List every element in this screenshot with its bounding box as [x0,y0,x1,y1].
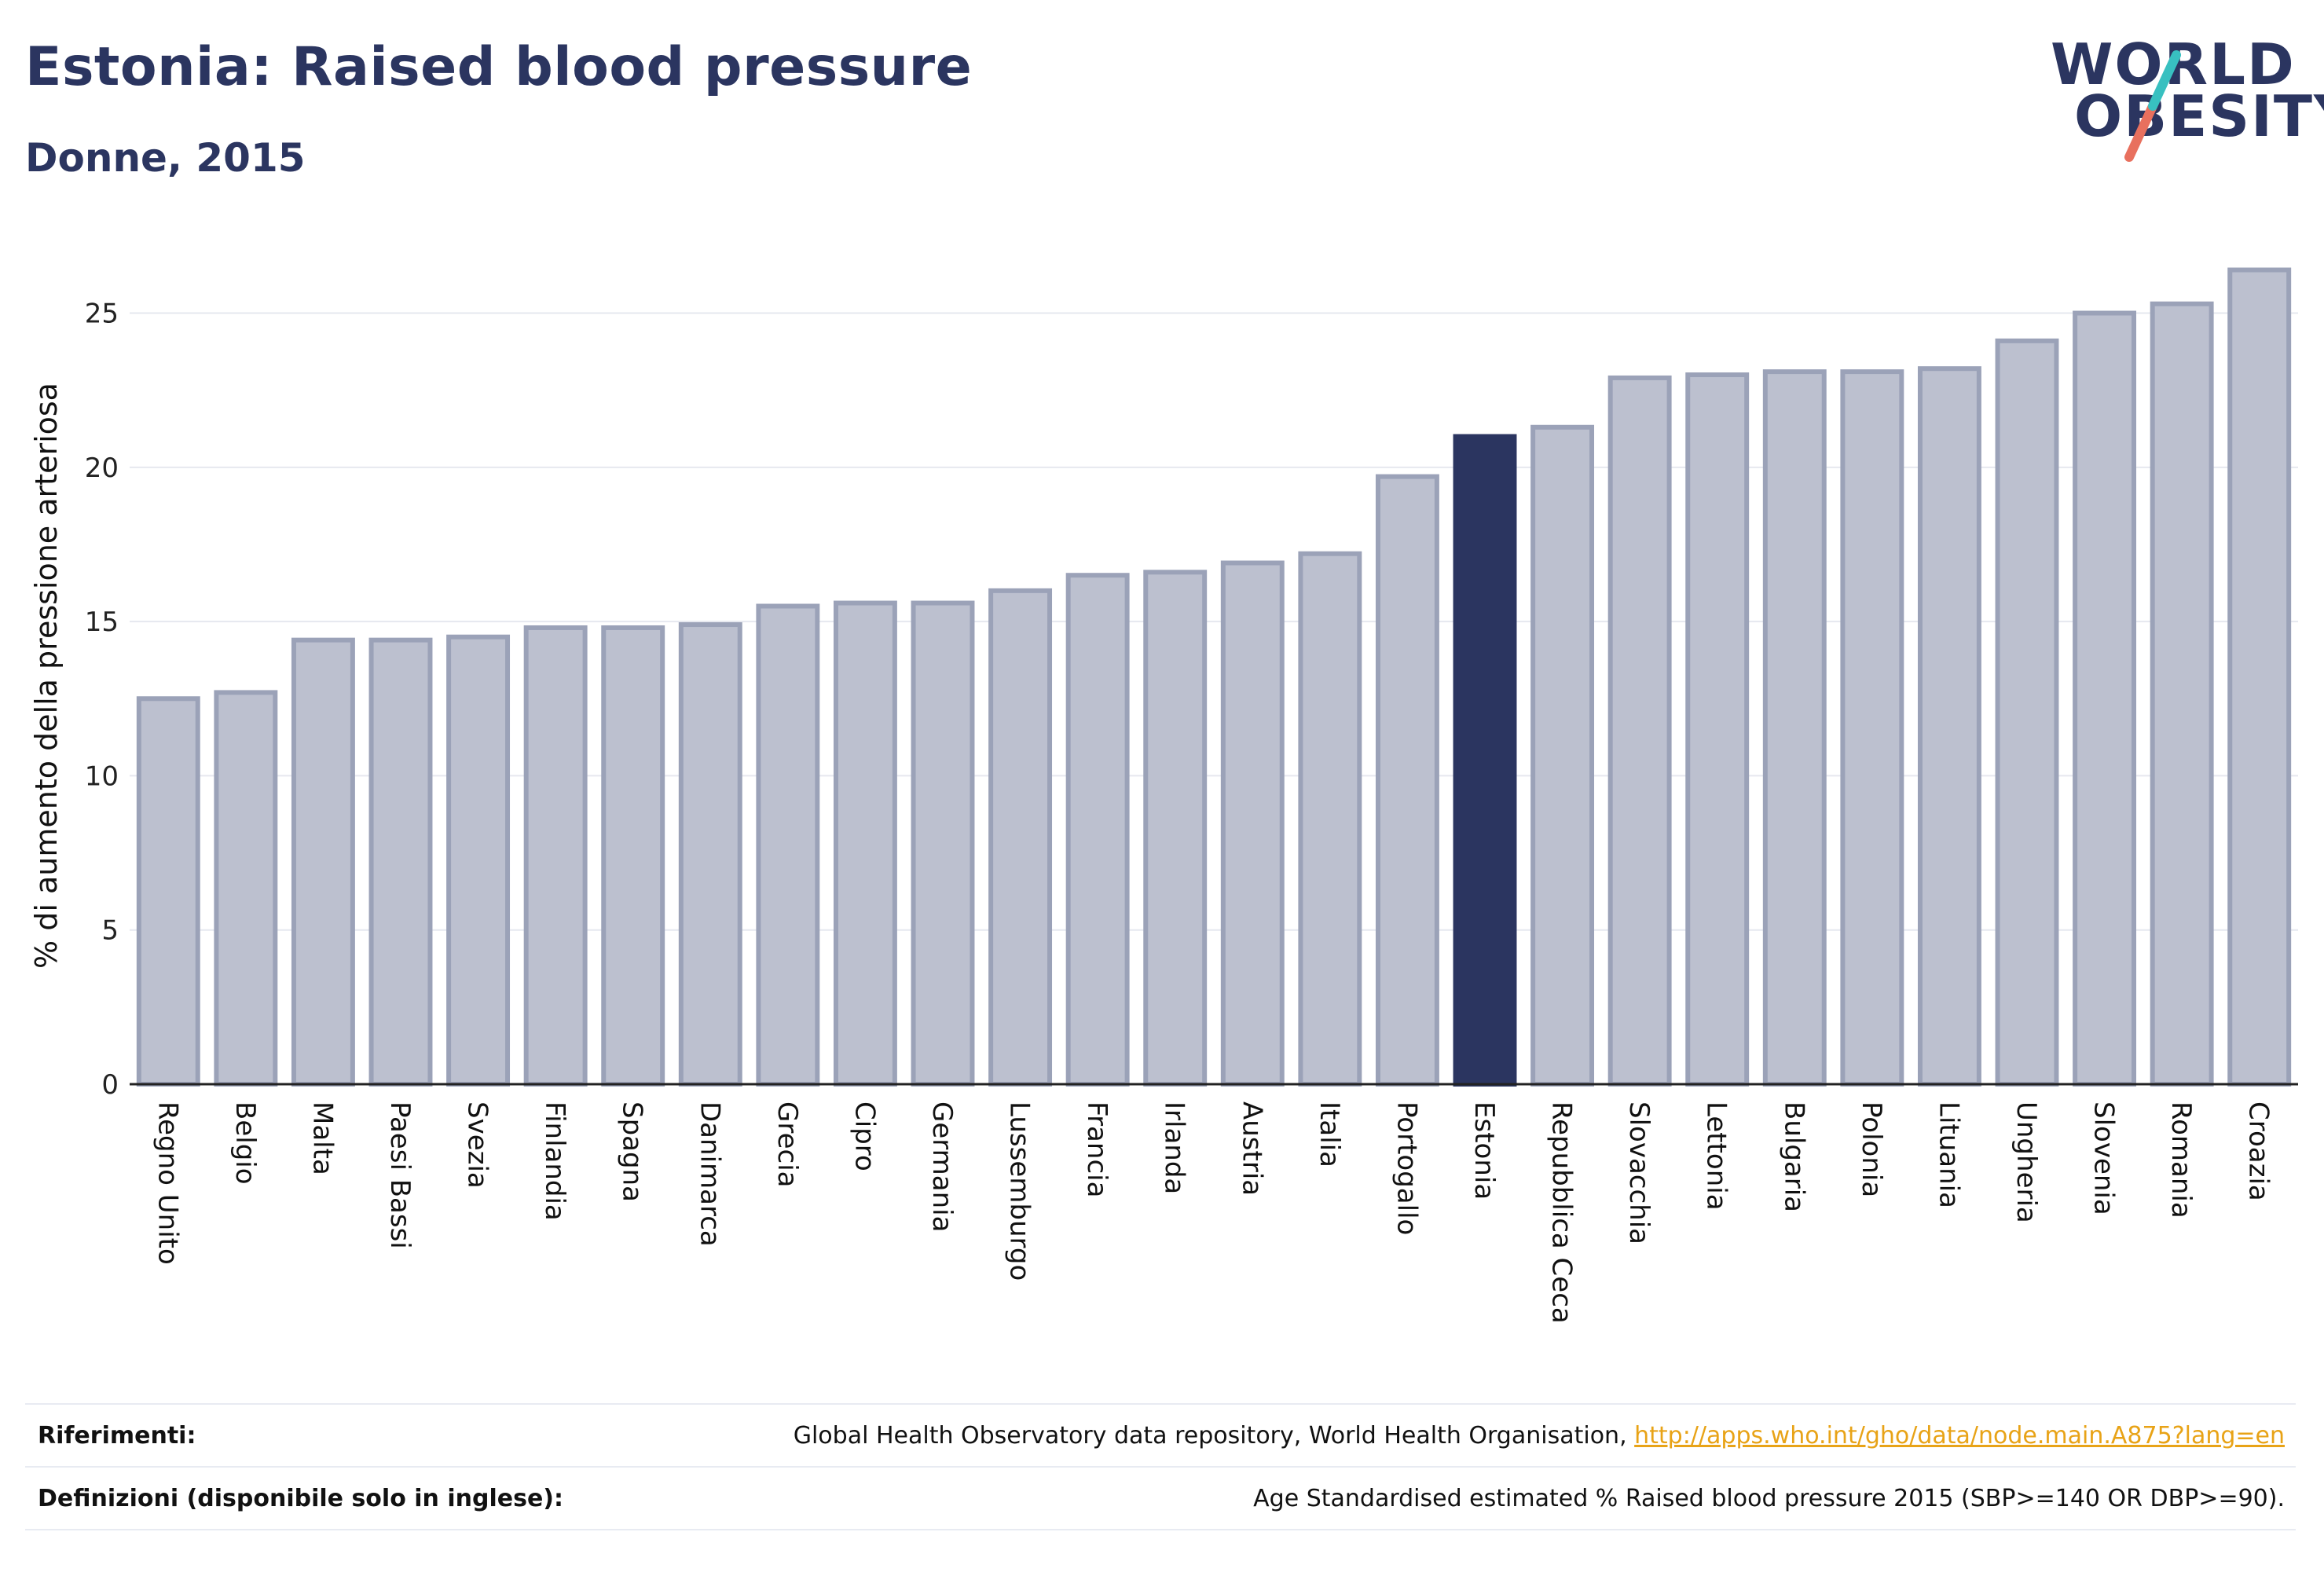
x-tick-label: Irlanda [1159,1101,1190,1194]
bar-croazia [2227,267,2292,1087]
y-tick-label: 0 [101,1069,119,1101]
x-tick-label: Grecia [772,1101,803,1187]
bar-chart: 0 5 10 15 20 25 % di aumento della pressione a… [29,267,2298,1324]
x-tick-label: Lussemburgo [1004,1101,1036,1281]
x-tick-label: Cipro [849,1101,880,1171]
bar-paesi-bassi [368,637,433,1087]
bar-slovenia [2073,310,2137,1087]
bar-grecia [756,603,820,1087]
bar-lettonia [1685,372,1750,1087]
x-tick-label: Paesi Bassi [384,1101,416,1249]
bar-irlanda [1143,570,1208,1087]
x-tick-label: Slovacchia [1623,1101,1655,1244]
bar-lussemburgo [988,588,1053,1087]
x-tick-label: Germania [926,1101,958,1232]
bar-francia [1065,573,1130,1087]
y-tick-label: 10 [85,761,119,792]
x-tick-label: Bulgaria [1778,1101,1809,1212]
x-tick-label: Estonia [1468,1101,1500,1200]
bar-malta [291,637,355,1087]
x-tick-label: Francia [1081,1101,1113,1197]
world-obesity-logo: WORLD OBESITY [2051,31,2324,173]
y-tick-label: 25 [85,299,119,330]
bar-bulgaria [1762,369,1827,1087]
bar-belgio [214,690,278,1087]
references-row: Riferimenti: Global Health Observatory d… [25,1403,2296,1466]
x-tick-label: Repubblica Ceca [1546,1101,1578,1324]
bar-lituania [1917,366,1981,1087]
y-tick-label: 5 [101,915,119,947]
references-value: Global Health Observatory data repositor… [794,1422,2285,1450]
x-tick-label: Romania [2165,1101,2197,1219]
bar-ungheria [1995,338,2059,1087]
references-text: Global Health Observatory data repositor… [793,1422,1635,1450]
chart-title: Estonia: Raised blood pressure [25,36,973,98]
bar-svezia [446,634,511,1087]
x-tick-label: Malta [306,1101,338,1175]
bar-spagna [601,625,665,1087]
definitions-row: Definizioni (disponibile solo in inglese… [25,1466,2296,1530]
x-tick-label: Belgio [229,1101,261,1185]
x-tick-label: Lettonia [1701,1101,1732,1211]
bar-italia [1298,551,1362,1087]
x-tick-label: Austria [1236,1101,1267,1196]
y-axis-label: % di aumento della pressione arteriosa [29,383,64,969]
x-tick-label: Regno Unito [152,1101,183,1265]
x-tick-label: Lituania [1933,1101,1964,1208]
x-tick-label: Finlandia [539,1101,570,1221]
y-tick-label: 15 [85,607,119,638]
chart-subtitle: Donne, 2015 [25,135,306,181]
x-tick-label: Spagna [617,1101,648,1202]
x-tick-label: Portogallo [1391,1101,1422,1235]
bar-regno-unito [136,696,200,1087]
x-tick-label: Danimarca [694,1101,725,1247]
bar-estonia [1453,434,1517,1087]
bar-danimarca [678,622,742,1087]
bar-germania [911,600,975,1087]
references-link[interactable]: http://apps.who.int/gho/data/node.main.A… [1634,1422,2285,1450]
bar-slovacchia [1607,375,1672,1087]
x-tick-label: Slovenia [2088,1101,2120,1215]
definitions-label: Definizioni (disponibile solo in inglese… [38,1485,563,1512]
x-tick-label: Italia [1314,1101,1345,1167]
logo-line2: OBESITY [2074,83,2324,149]
bar-romania [2150,301,2214,1087]
x-tick-label: Svezia [462,1101,493,1189]
bar-repubblica-ceca [1530,424,1595,1087]
definitions-text: Age Standardised estimated % Raised bloo… [1253,1485,2285,1512]
logo-slash-icon [2124,50,2181,162]
x-tick-label: Croazia [2243,1101,2275,1201]
x-tick-label: Polonia [1856,1101,1887,1197]
bar-austria [1220,560,1285,1087]
bar-finlandia [523,625,588,1087]
x-tick-label: Ungheria [2011,1101,2042,1223]
bar-cipro [833,600,897,1087]
y-tick-label: 20 [85,453,119,484]
bar-polonia [1840,369,1904,1087]
bar-portogallo [1375,474,1439,1087]
references-label: Riferimenti: [38,1422,196,1450]
